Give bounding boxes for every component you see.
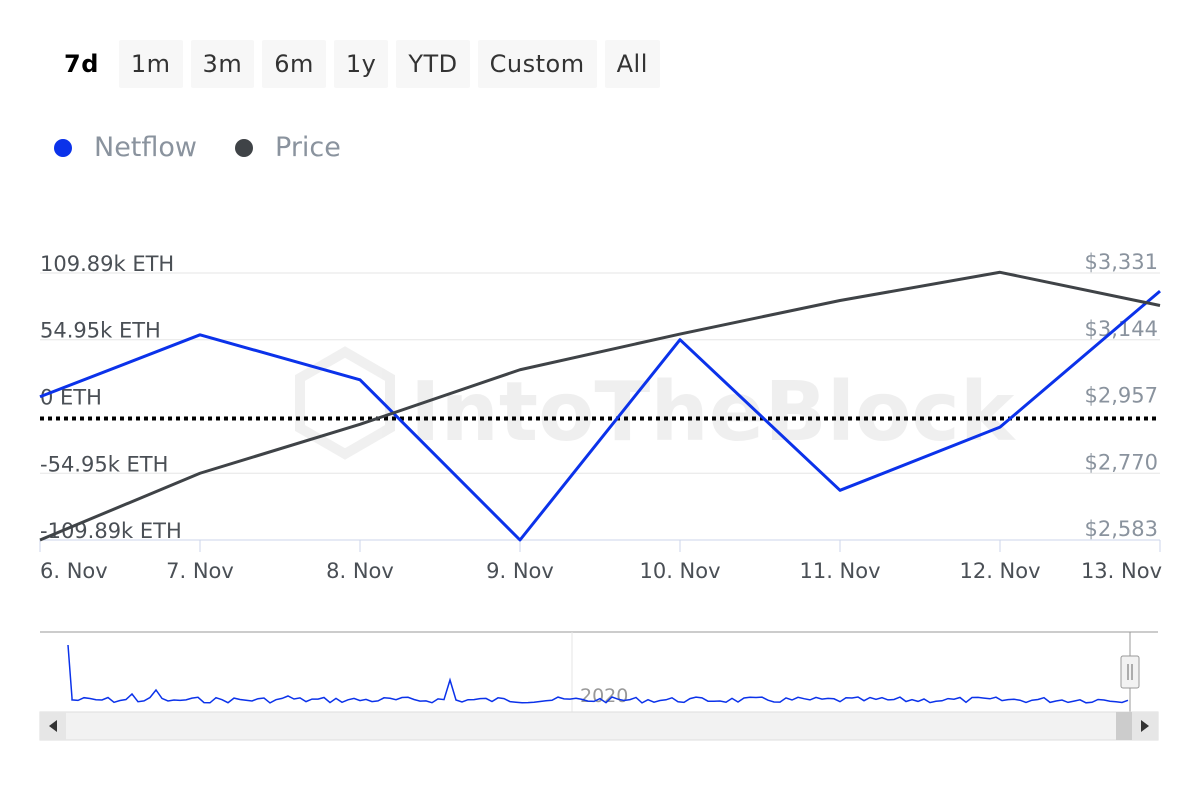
arrow-left-icon <box>49 720 57 732</box>
navigator-year-label: 2020 <box>580 685 628 707</box>
svg-text:IntoTheBlock: IntoTheBlock <box>410 365 1017 460</box>
range-button-1y[interactable]: 1y <box>333 40 389 88</box>
y-right-tick-label: $3,144 <box>1085 317 1158 341</box>
x-tick-label: 13. Nov <box>1081 559 1162 583</box>
legend-label: Price <box>275 132 341 163</box>
legend-item-netflow[interactable]: Netflow <box>54 132 197 163</box>
series <box>39 270 1161 542</box>
navigator-handle[interactable] <box>1120 655 1140 689</box>
y-left-tick-label: 0 ETH <box>40 386 102 410</box>
y-left-tick-label: -54.95k ETH <box>40 452 168 476</box>
y-right-tick-label: $2,583 <box>1085 517 1158 541</box>
x-tick-label: 12. Nov <box>959 559 1040 583</box>
navigator[interactable]: 2020 <box>39 631 1159 741</box>
legend-marker <box>235 138 254 157</box>
range-selector: 7d 1m 3m 6m 1y YTD Custom All <box>52 40 660 88</box>
range-button-7d[interactable]: 7d <box>52 40 111 88</box>
x-tick-label: 7. Nov <box>166 559 234 583</box>
range-button-ytd[interactable]: YTD <box>396 40 470 88</box>
range-button-6m[interactable]: 6m <box>262 40 326 88</box>
range-button-1m[interactable]: 1m <box>118 40 183 88</box>
x-tick-label: 6. Nov <box>40 559 108 583</box>
scrollbar-track[interactable] <box>39 711 1159 741</box>
range-button-custom[interactable]: Custom <box>477 40 597 88</box>
x-tick-label: 11. Nov <box>799 559 880 583</box>
y-right-tick-label: $3,331 <box>1085 250 1158 274</box>
legend-label: Netflow <box>94 132 198 163</box>
arrow-right-icon <box>1141 720 1149 732</box>
range-button-all[interactable]: All <box>604 40 660 88</box>
x-tick-label: 10. Nov <box>639 559 720 583</box>
range-button-3m[interactable]: 3m <box>190 40 255 88</box>
legend-item-price[interactable]: Price <box>235 132 341 163</box>
legend-marker <box>54 138 72 157</box>
x-tick-label: 9. Nov <box>486 559 554 583</box>
y-left-tick-label: 109.89k ETH <box>40 252 174 276</box>
chart-legend: Netflow Price <box>54 132 341 163</box>
x-tick-label: 8. Nov <box>326 559 394 583</box>
y-right-tick-label: $2,770 <box>1085 450 1158 474</box>
y-right-tick-label: $2,957 <box>1085 384 1158 408</box>
scrollbar-thumb[interactable] <box>1116 712 1132 740</box>
series-line-price <box>39 270 1161 542</box>
series-line-netflow <box>39 289 1161 542</box>
watermark: IntoTheBlock <box>295 346 1017 460</box>
navigator-series-line <box>67 644 1129 704</box>
y-left-tick-label: 54.95k ETH <box>40 319 161 343</box>
